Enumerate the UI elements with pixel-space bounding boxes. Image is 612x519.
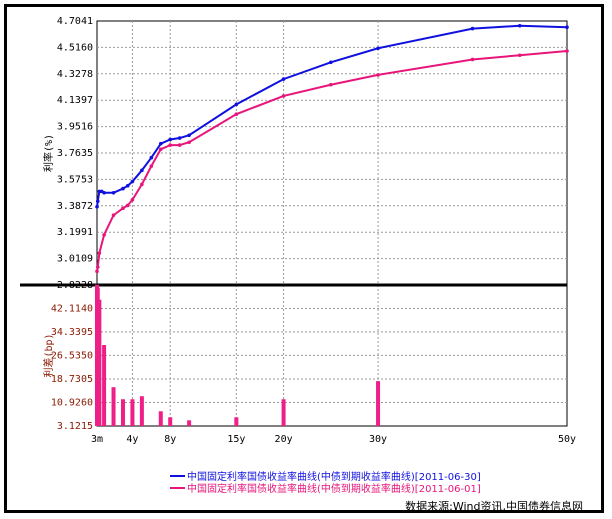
series-point-2 — [234, 112, 239, 116]
series-point-1 — [565, 25, 569, 29]
series-point-1 — [177, 136, 182, 140]
upper-y-tick-label: 4.1397 — [57, 95, 93, 106]
spread-bar — [281, 399, 286, 426]
series-point-2 — [102, 233, 106, 237]
plot-area-border — [96, 20, 568, 427]
series-point-1 — [517, 23, 522, 28]
series-point-2 — [158, 147, 163, 152]
series-line-1 — [96, 24, 568, 207]
series-point-1 — [125, 183, 130, 188]
series-point-2 — [125, 203, 130, 208]
upper-y-tick-label: 3.7635 — [57, 148, 93, 159]
legend-entry: 中国固定利率国债收益率曲线(中债到期收益率曲线)[2011-06-01] — [187, 482, 481, 495]
series-point-1 — [470, 26, 475, 31]
spread-bar — [158, 411, 163, 426]
source-note: 数据来源:Wind资讯,中国债券信息网 — [405, 499, 583, 513]
upper-y-tick-label: 3.9516 — [57, 122, 93, 133]
series-point-2 — [187, 140, 191, 145]
upper-y-axis-title: 利率(%) — [42, 134, 55, 172]
lower-y-axis-title: 利差(bp) — [42, 333, 55, 377]
series-point-1 — [111, 190, 116, 195]
upper-y-tick-label: 3.3872 — [57, 201, 93, 212]
series-point-2 — [177, 143, 182, 147]
upper-y-tick-label: 3.0109 — [57, 254, 93, 265]
spread-bar — [139, 396, 144, 426]
upper-y-tick-label: 4.5160 — [57, 42, 93, 53]
series-point-1 — [376, 46, 380, 51]
series-point-1 — [149, 155, 154, 160]
series-point-1 — [140, 168, 144, 173]
upper-y-tick-label: 3.1991 — [57, 227, 93, 238]
x-tick-label: 20y — [275, 434, 293, 445]
lower-y-tick-label: 10.9260 — [51, 397, 93, 408]
series-point-1 — [130, 179, 135, 184]
lower-y-tick-label: 26.5350 — [51, 350, 93, 361]
series-point-1 — [102, 190, 106, 195]
spread-bar — [120, 399, 125, 426]
series-point-2 — [97, 251, 102, 255]
series-point-2 — [168, 143, 173, 147]
spread-bar — [168, 417, 173, 426]
spread-bar — [234, 417, 239, 426]
series-point-1 — [234, 102, 239, 107]
series-point-1 — [187, 133, 191, 138]
spread-bar — [187, 420, 192, 426]
series-point-2 — [140, 182, 144, 187]
upper-y-tick-label: 4.3278 — [57, 69, 93, 80]
lower-y-tick-label: 42.1140 — [51, 303, 93, 314]
lower-y-tick-label: 18.7305 — [51, 374, 93, 385]
series-point-2 — [121, 206, 125, 211]
series-point-1 — [329, 60, 333, 65]
x-tick-label: 30y — [369, 434, 387, 445]
series-point-2 — [95, 269, 99, 274]
chart-frame — [4, 4, 604, 513]
x-tick-label: 4y — [126, 434, 138, 445]
series-point-2 — [130, 197, 135, 202]
lower-y-tick-label: 34.3395 — [51, 327, 93, 338]
series-point-2 — [111, 213, 116, 218]
x-tick-label: 50y — [558, 434, 576, 445]
series-point-2 — [517, 53, 522, 58]
series-point-2 — [329, 82, 333, 87]
x-tick-label: 3m — [91, 434, 103, 445]
series-point-1 — [168, 137, 173, 142]
series-point-2 — [565, 49, 569, 53]
spread-bar — [130, 399, 135, 426]
legend-entry: 中国固定利率国债收益率曲线(中债到期收益率曲线)[2011-06-30] — [187, 470, 481, 483]
series-point-2 — [149, 164, 154, 168]
series-point-1 — [95, 199, 100, 203]
upper-y-tick-label: 4.7041 — [57, 16, 93, 27]
series-point-1 — [121, 186, 125, 191]
series-point-2 — [95, 265, 100, 269]
series-point-2 — [470, 57, 475, 62]
spread-bar — [376, 381, 381, 426]
series-point-2 — [376, 73, 380, 77]
upper-y-tick-label: 3.5753 — [57, 174, 93, 185]
series-point-2 — [281, 94, 286, 98]
spread-bar — [111, 387, 116, 426]
x-tick-label: 8y — [164, 434, 176, 445]
x-tick-label: 15y — [227, 434, 245, 445]
lower-y-tick-label: 3.1215 — [57, 421, 93, 432]
series-point-1 — [95, 205, 99, 209]
series-point-1 — [281, 77, 286, 81]
series-point-1 — [158, 141, 163, 146]
spread-bar — [97, 299, 102, 426]
spread-bar — [102, 344, 107, 426]
